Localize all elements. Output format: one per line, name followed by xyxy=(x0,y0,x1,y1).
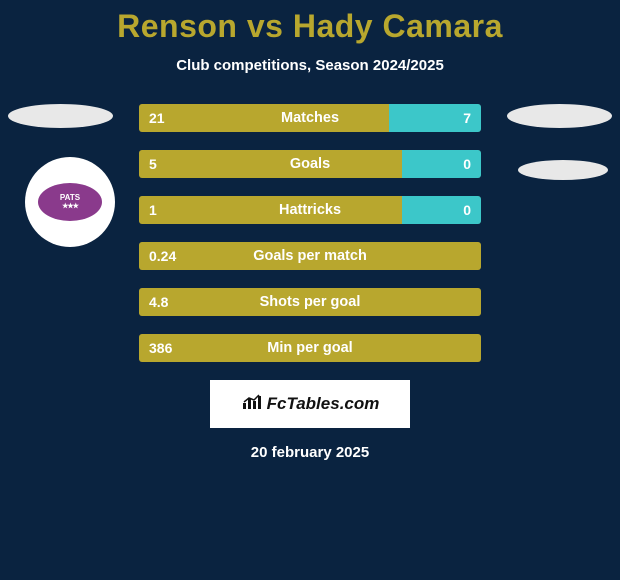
stat-row: 50Goals xyxy=(139,150,481,178)
footer-brand-text: FcTables.com xyxy=(267,394,380,414)
stat-label: Shots per goal xyxy=(139,288,481,316)
subtitle: Club competitions, Season 2024/2025 xyxy=(0,57,620,74)
stat-label: Hattricks xyxy=(139,196,481,224)
stat-rows: 217Matches 50Goals 10Hattricks 0.24Goals pe… xyxy=(139,104,481,362)
club-logo-left: PATS ★★★ xyxy=(25,157,115,247)
club-logo-text: PATS xyxy=(60,194,80,202)
club-logo-stars: ★★★ xyxy=(62,203,78,210)
stat-row: 217Matches xyxy=(139,104,481,132)
player-badge-left xyxy=(8,104,113,128)
player-badge-right xyxy=(507,104,612,128)
comparison-area: PATS ★★★ 217Matches 50Goals 10Hattricks 0.2… xyxy=(0,104,620,362)
footer-brand-box: FcTables.com xyxy=(210,380,410,428)
stat-label: Goals per match xyxy=(139,242,481,270)
club-badge-right xyxy=(518,160,608,180)
stat-row: 4.8Shots per goal xyxy=(139,288,481,316)
stat-row: 10Hattricks xyxy=(139,196,481,224)
stat-row: 0.24Goals per match xyxy=(139,242,481,270)
stat-label: Min per goal xyxy=(139,334,481,362)
club-logo-inner: PATS ★★★ xyxy=(38,183,102,221)
stat-label: Goals xyxy=(139,150,481,178)
date-line: 20 february 2025 xyxy=(0,444,620,461)
stat-label: Matches xyxy=(139,104,481,132)
chart-icon xyxy=(241,393,263,416)
page-title: Renson vs Hady Camara xyxy=(0,0,620,45)
stat-row: 386Min per goal xyxy=(139,334,481,362)
